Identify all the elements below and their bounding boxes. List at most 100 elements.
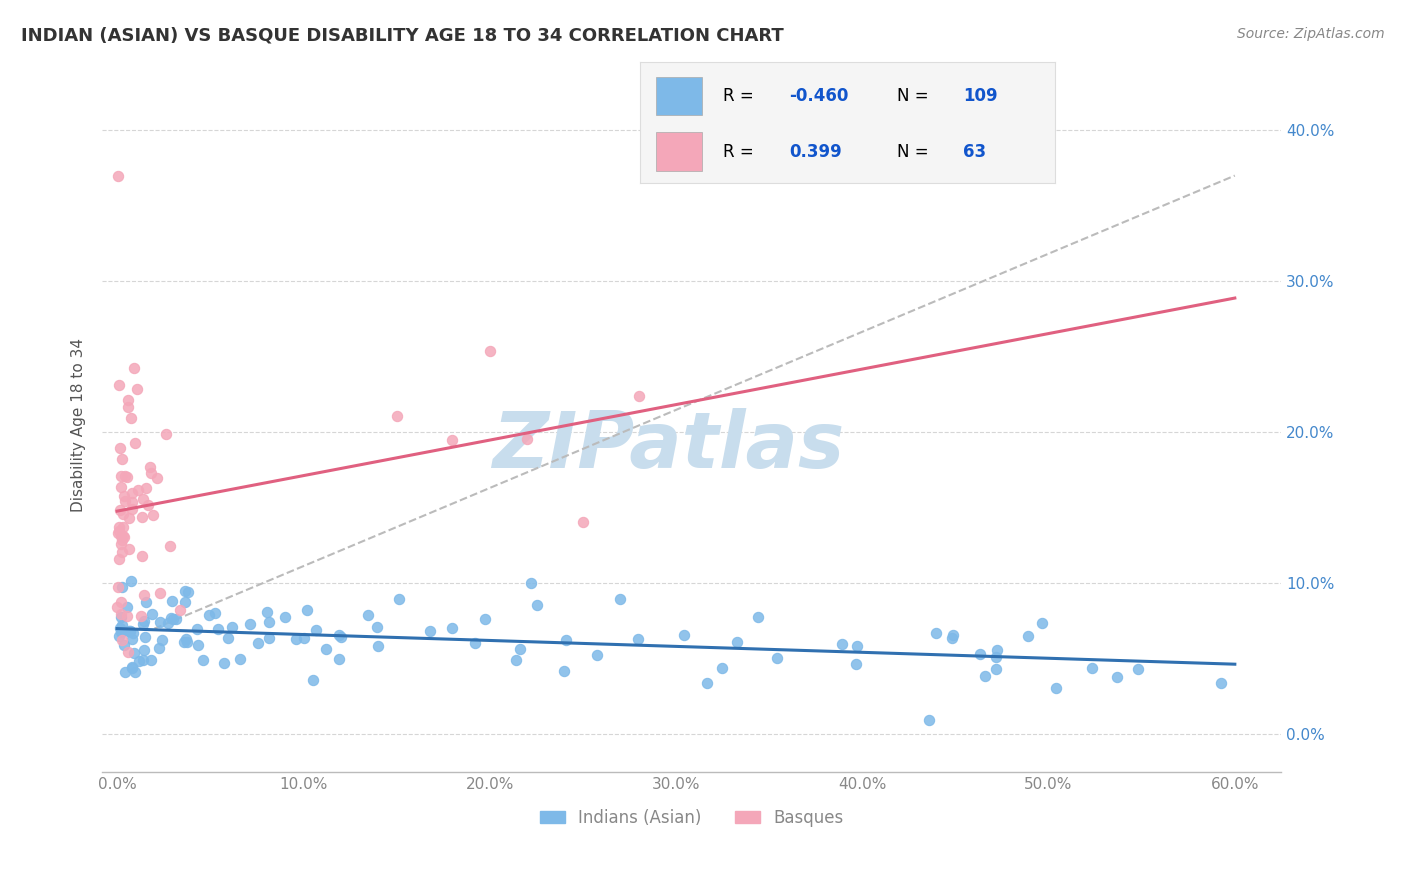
Point	[385, 409, 408, 423]
Point	[122, 625, 145, 640]
Point	[112, 530, 135, 544]
Point	[145, 470, 167, 484]
Point	[305, 623, 328, 637]
Point	[121, 632, 143, 646]
Point	[214, 656, 236, 670]
Point	[114, 665, 136, 680]
Point	[942, 628, 965, 642]
Point	[845, 639, 868, 653]
Point	[357, 607, 380, 622]
Point	[554, 633, 576, 648]
Point	[747, 610, 769, 624]
Point	[256, 605, 278, 619]
Point	[135, 595, 157, 609]
Point	[187, 638, 209, 652]
Point	[160, 594, 183, 608]
Point	[121, 661, 143, 675]
Point	[165, 612, 187, 626]
Point	[229, 652, 252, 666]
Point	[117, 469, 139, 483]
Point	[174, 632, 197, 646]
Point	[125, 382, 148, 396]
Point	[114, 493, 136, 508]
Point	[108, 520, 131, 534]
Point	[986, 650, 1008, 665]
Point	[121, 495, 143, 509]
Point	[155, 427, 177, 442]
Point	[440, 621, 463, 635]
Point	[108, 502, 131, 516]
Point	[176, 635, 198, 649]
Bar	[657, 132, 702, 171]
Point	[110, 480, 132, 494]
Point	[516, 432, 538, 446]
Bar	[657, 77, 702, 115]
Point	[176, 585, 198, 599]
Point	[134, 643, 156, 657]
Point	[108, 441, 131, 455]
Point	[198, 608, 221, 623]
Point	[627, 389, 650, 403]
Point	[131, 510, 153, 524]
Point	[1128, 662, 1150, 676]
Point	[111, 520, 134, 534]
Point	[478, 343, 501, 358]
Point	[114, 468, 136, 483]
Point	[1017, 629, 1039, 643]
Point	[295, 602, 318, 616]
Point	[173, 635, 195, 649]
Text: 63: 63	[963, 143, 987, 161]
Point	[111, 545, 134, 559]
Point	[292, 631, 315, 645]
Point	[112, 638, 135, 652]
Point	[725, 635, 748, 649]
Point	[366, 620, 388, 634]
Point	[924, 626, 946, 640]
Point	[121, 501, 143, 516]
Point	[134, 630, 156, 644]
Point	[131, 491, 153, 506]
Point	[505, 653, 527, 667]
Point	[328, 628, 350, 642]
Point	[191, 653, 214, 667]
Point	[941, 631, 963, 645]
Point	[221, 619, 243, 633]
Point	[474, 612, 496, 626]
Point	[135, 481, 157, 495]
Text: R =: R =	[723, 143, 763, 161]
Point	[120, 574, 142, 588]
Point	[110, 595, 132, 609]
Point	[609, 591, 631, 606]
Point	[330, 630, 353, 644]
Point	[328, 652, 350, 666]
Point	[766, 651, 789, 665]
Point	[986, 643, 1008, 657]
Point	[162, 612, 184, 626]
Point	[207, 622, 229, 636]
Text: N =: N =	[897, 87, 934, 105]
Point	[388, 591, 411, 606]
Point	[586, 648, 609, 662]
Legend: Indians (Asian), Basques: Indians (Asian), Basques	[533, 802, 851, 833]
Point	[315, 642, 337, 657]
Point	[111, 451, 134, 466]
Point	[118, 541, 141, 556]
Point	[419, 624, 441, 638]
Point	[112, 507, 135, 521]
Point	[117, 400, 139, 414]
Point	[111, 529, 134, 543]
Point	[107, 169, 129, 183]
Point	[673, 627, 696, 641]
Point	[117, 511, 139, 525]
Point	[627, 632, 650, 646]
Point	[107, 580, 129, 594]
Point	[572, 515, 595, 529]
Point	[139, 653, 162, 667]
Point	[844, 657, 866, 671]
Point	[132, 588, 155, 602]
Text: 0.399: 0.399	[789, 143, 842, 161]
Point	[1107, 670, 1129, 684]
Point	[1081, 661, 1104, 675]
Point	[149, 585, 172, 599]
Point	[509, 641, 531, 656]
